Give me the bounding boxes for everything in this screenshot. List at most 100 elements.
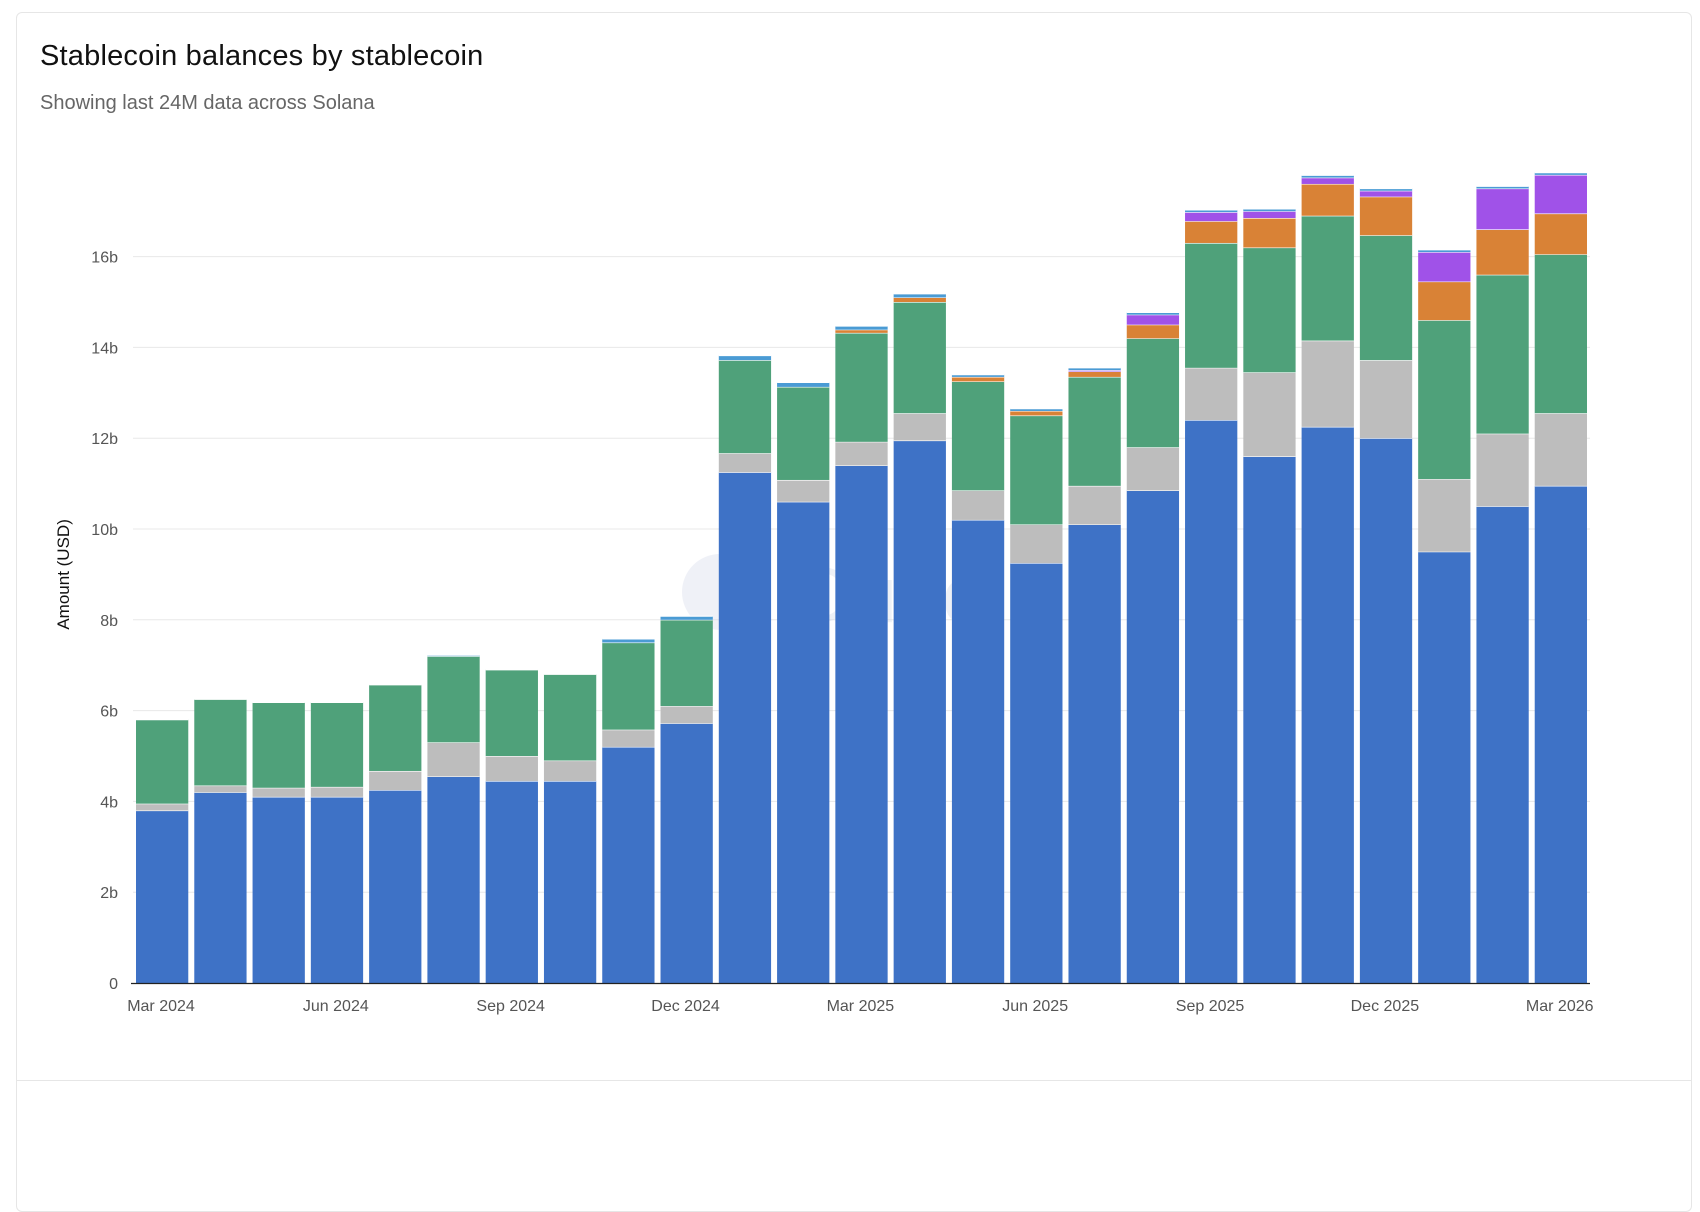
bar-segment[interactable]	[1476, 186, 1529, 189]
bar-segment[interactable]	[1068, 524, 1121, 983]
bar-segment[interactable]	[252, 787, 305, 797]
bar-segment[interactable]	[1418, 551, 1471, 983]
bar-segment[interactable]	[369, 790, 422, 983]
bar-segment[interactable]	[1476, 506, 1529, 983]
bar-segment[interactable]	[718, 360, 772, 454]
bar-segment[interactable]	[427, 742, 480, 777]
bar-segment[interactable]	[602, 638, 655, 643]
bar-segment[interactable]	[951, 490, 1005, 520]
bar-segment[interactable]	[1010, 563, 1063, 983]
bar-segment[interactable]	[1243, 456, 1296, 983]
bar-segment[interactable]	[835, 465, 888, 983]
bar-segment[interactable]	[136, 803, 189, 811]
bar-segment[interactable]	[951, 519, 1005, 983]
bar-segment[interactable]	[543, 674, 597, 761]
bar-segment[interactable]	[718, 453, 772, 473]
bar-segment[interactable]	[951, 374, 1005, 377]
bar-segment[interactable]	[1418, 320, 1471, 480]
bar-segment[interactable]	[835, 329, 888, 333]
bar-segment[interactable]	[1359, 360, 1413, 439]
bar-segment[interactable]	[485, 780, 538, 983]
bar-segment[interactable]	[1359, 188, 1413, 191]
bar-segment[interactable]	[1185, 420, 1238, 983]
bar-segment[interactable]	[893, 440, 946, 984]
bar-segment[interactable]	[1301, 340, 1354, 427]
bar-segment[interactable]	[1185, 212, 1238, 222]
bar-segment[interactable]	[136, 719, 189, 804]
bar-segment[interactable]	[194, 699, 247, 786]
bar-segment[interactable]	[543, 780, 597, 983]
bar-segment[interactable]	[893, 293, 946, 298]
bar-segment[interactable]	[1418, 249, 1471, 253]
bar-segment[interactable]	[1359, 190, 1413, 197]
bar-segment[interactable]	[1534, 485, 1587, 983]
bar-segment[interactable]	[893, 297, 946, 302]
bar-segment[interactable]	[1068, 370, 1121, 372]
bar-segment[interactable]	[369, 684, 422, 771]
bar-segment[interactable]	[427, 656, 480, 743]
bar-segment[interactable]	[660, 723, 713, 983]
bar-segment[interactable]	[1476, 188, 1529, 230]
bar-segment[interactable]	[1243, 247, 1296, 373]
bar-segment[interactable]	[252, 796, 305, 983]
bar-segment[interactable]	[660, 616, 713, 620]
bar-segment[interactable]	[1243, 218, 1296, 248]
bar-segment[interactable]	[1126, 312, 1180, 315]
bar-segment[interactable]	[1068, 376, 1121, 486]
bar-segment[interactable]	[1301, 177, 1354, 184]
bar-segment[interactable]	[369, 770, 422, 791]
bar-segment[interactable]	[602, 746, 655, 983]
bar-segment[interactable]	[835, 332, 888, 442]
bar-segment[interactable]	[194, 792, 247, 983]
bar-segment[interactable]	[310, 796, 364, 983]
bar-segment[interactable]	[1185, 221, 1238, 243]
bar-segment[interactable]	[1010, 408, 1063, 411]
bar-segment[interactable]	[1534, 413, 1587, 486]
bar-segment[interactable]	[310, 786, 364, 797]
bar-segment[interactable]	[1126, 314, 1180, 325]
bar-segment[interactable]	[252, 702, 305, 788]
bar-segment[interactable]	[1126, 490, 1180, 983]
bar-segment[interactable]	[543, 760, 597, 781]
bar-segment[interactable]	[1243, 208, 1296, 212]
bar-segment[interactable]	[951, 376, 1005, 382]
bar-segment[interactable]	[1185, 242, 1238, 368]
bar-segment[interactable]	[1301, 426, 1354, 984]
bar-segment[interactable]	[1243, 372, 1296, 457]
bar-segment[interactable]	[1534, 213, 1587, 255]
bar-segment[interactable]	[1418, 281, 1471, 321]
bar-segment[interactable]	[1301, 175, 1354, 178]
bar-segment[interactable]	[1418, 479, 1471, 552]
bar-segment[interactable]	[1010, 410, 1063, 416]
bar-segment[interactable]	[660, 706, 713, 724]
bar-segment[interactable]	[1010, 524, 1063, 564]
bar-segment[interactable]	[718, 472, 772, 983]
bar-segment[interactable]	[1359, 196, 1413, 236]
bar-segment[interactable]	[777, 479, 830, 502]
bar-segment[interactable]	[1359, 438, 1413, 983]
bar-segment[interactable]	[427, 776, 480, 983]
bar-segment[interactable]	[893, 302, 946, 414]
bar-segment[interactable]	[1185, 367, 1238, 421]
bar-segment[interactable]	[1185, 209, 1238, 213]
bar-segment[interactable]	[310, 702, 364, 787]
bar-segment[interactable]	[660, 619, 713, 707]
bar-segment[interactable]	[1126, 324, 1180, 339]
bar-segment[interactable]	[1126, 338, 1180, 448]
bar-segment[interactable]	[1010, 415, 1063, 525]
bar-segment[interactable]	[485, 669, 538, 756]
bar-segment[interactable]	[1476, 433, 1529, 507]
bar-segment[interactable]	[835, 326, 888, 330]
bar-segment[interactable]	[1301, 215, 1354, 341]
bar-segment[interactable]	[602, 729, 655, 747]
bar-segment[interactable]	[718, 355, 772, 361]
bar-segment[interactable]	[1534, 174, 1587, 214]
bar-segment[interactable]	[1476, 229, 1529, 275]
bar-segment[interactable]	[194, 785, 247, 793]
bar-segment[interactable]	[1301, 183, 1354, 216]
bar-segment[interactable]	[1068, 485, 1121, 525]
bar-segment[interactable]	[1243, 211, 1296, 219]
bar-segment[interactable]	[1126, 447, 1180, 491]
bar-segment[interactable]	[1068, 371, 1121, 377]
bar-segment[interactable]	[893, 413, 946, 441]
